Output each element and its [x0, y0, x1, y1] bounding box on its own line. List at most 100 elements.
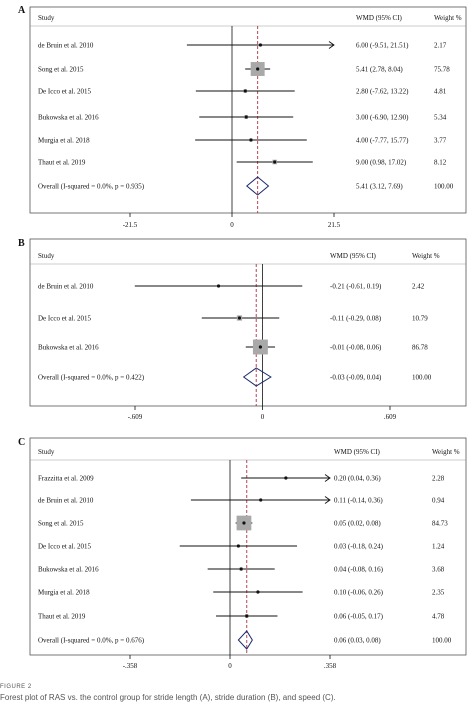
effect-ci-text: -0.01 (-0.08, 0.06): [330, 344, 382, 352]
header-study: Study: [38, 14, 55, 22]
effect-ci-text: 0.06 (-0.05, 0.17): [334, 613, 384, 621]
study-label: Thaut et al. 2019: [38, 159, 86, 167]
axis-tick-label: 21.5: [328, 221, 341, 229]
study-label: Frazzitta et al. 2009: [38, 475, 94, 483]
forest-panel-b: B Study WMD (95% CI) Weight % de Bruin et al…: [18, 238, 467, 421]
point-estimate: [243, 89, 247, 93]
study-label: Bukowska et al. 2016: [38, 344, 99, 352]
effect-ci-text: 0.20 (0.04, 0.36): [334, 475, 381, 483]
point-estimate: [284, 476, 288, 480]
weight-text: 84.73: [432, 520, 448, 528]
overall-weight-text: 100.00: [432, 637, 452, 645]
overall-diamond: [246, 176, 270, 196]
axis-tick-label: 0: [261, 413, 265, 421]
forest-panel-c: C Study WMD (95% CI) Weight % Frazzitta et a…: [18, 437, 467, 670]
effect-ci-text: 2.80 (-7.62, 13.22): [356, 88, 409, 96]
panel-label: A: [18, 5, 26, 16]
axis-tick-label: 0: [230, 221, 234, 229]
weight-text: 8.12: [434, 159, 447, 167]
overall-diamond: [237, 630, 253, 650]
weight-text: 86.78: [412, 344, 428, 352]
axis-tick-label: .609: [384, 413, 397, 421]
panel-frame: [29, 6, 467, 214]
point-estimate: [273, 160, 277, 164]
caption-text: Forest plot of RAS vs. the control group…: [0, 693, 336, 702]
overall-label: Overall (I-squared = 0.0%, p = 0.935): [38, 183, 145, 191]
overall-label: Overall (I-squared = 0.0%, p = 0.422): [38, 374, 145, 382]
panel-label: C: [18, 437, 25, 448]
weight-text: 5.34: [434, 114, 447, 122]
header-study: Study: [38, 252, 55, 260]
header-effect: WMD (95% CI): [334, 448, 381, 456]
axis-tick-label: -21.5: [123, 221, 138, 229]
effect-ci-text: 0.03 (-0.18, 0.24): [334, 543, 384, 551]
point-estimate: [237, 316, 242, 320]
study-label: Song et al. 2015: [38, 66, 84, 74]
header-effect: WMD (95% CI): [330, 252, 377, 260]
point-estimate: [244, 115, 248, 119]
effect-ci-text: 0.04 (-0.08, 0.16): [334, 566, 384, 574]
axis-tick-label: -.358: [123, 662, 138, 670]
header-weight: Weight %: [434, 14, 462, 22]
weight-text: 3.68: [432, 566, 445, 574]
study-label: De Icco et al. 2015: [38, 88, 92, 96]
header-weight: Weight %: [432, 448, 460, 456]
axis-tick-label: -.609: [128, 413, 143, 421]
overall-weight-text: 100.00: [412, 374, 432, 382]
overall-ci-text: 5.41 (3.12, 7.69): [356, 183, 403, 191]
point-estimate: [256, 67, 260, 71]
figure-caption: FIGURE 2 Forest plot of RAS vs. the cont…: [0, 684, 474, 704]
study-label: Song et al. 2015: [38, 520, 84, 528]
point-estimate: [242, 521, 246, 525]
effect-ci-text: 0.10 (-0.06, 0.26): [334, 589, 384, 597]
weight-text: 1.24: [432, 543, 445, 551]
study-label: Thaut et al. 2019: [38, 613, 86, 621]
panel-label: B: [18, 238, 25, 249]
study-label: Bukowska et al. 2016: [38, 114, 99, 122]
header-study: Study: [38, 448, 55, 456]
overall-ci-text: -0.03 (-0.09, 0.04): [330, 374, 382, 382]
figure-label: FIGURE 2: [0, 684, 32, 690]
weight-text: 75.78: [434, 66, 450, 74]
effect-ci-text: 3.00 (-6.90, 12.90): [356, 114, 409, 122]
point-estimate: [256, 590, 260, 594]
study-label: de Bruin et al. 2010: [38, 497, 94, 505]
effect-ci-text: 4.00 (-7.77, 15.77): [356, 137, 409, 145]
panel-frame: [29, 437, 467, 656]
header-effect: WMD (95% CI): [356, 14, 403, 22]
ci-clip-arrow: [324, 474, 331, 482]
weight-text: 4.81: [434, 88, 447, 96]
weight-text: 10.79: [412, 315, 428, 323]
axis-tick-label: .358: [324, 662, 337, 670]
ci-clip-arrow: [324, 496, 331, 504]
panel-frame: [29, 238, 467, 407]
weight-text: 2.42: [412, 283, 425, 291]
study-label: De Icco et al. 2015: [38, 543, 92, 551]
point-estimate: [249, 138, 253, 142]
effect-ci-text: 0.11 (-0.14, 0.36): [334, 497, 383, 505]
study-label: Murgia et al. 2018: [38, 589, 90, 597]
effect-ci-text: -0.11 (-0.29, 0.08): [330, 315, 382, 323]
header-weight: Weight %: [412, 252, 440, 260]
overall-weight-text: 100.00: [434, 183, 454, 191]
study-label: De Icco et al. 2015: [38, 315, 92, 323]
weight-text: 0.94: [432, 497, 445, 505]
weight-text: 2.35: [432, 589, 445, 597]
study-label: Murgia et al. 2018: [38, 137, 90, 145]
point-estimate: [236, 544, 240, 548]
weight-text: 2.28: [432, 475, 445, 483]
point-estimate: [245, 614, 249, 618]
effect-ci-text: 9.00 (0.98, 17.02): [356, 159, 407, 167]
effect-ci-text: 0.05 (0.02, 0.08): [334, 520, 381, 528]
overall-diamond: [242, 367, 272, 387]
point-estimate: [239, 567, 243, 571]
effect-ci-text: 5.41 (2.78, 8.04): [356, 66, 403, 74]
overall-ci-text: 0.06 (0.03, 0.08): [334, 637, 381, 645]
study-label: de Bruin et al. 2010: [38, 42, 94, 50]
axis-tick-label: 0: [228, 662, 232, 670]
effect-ci-text: -0.21 (-0.61, 0.19): [330, 283, 382, 291]
point-estimate: [216, 284, 221, 288]
forest-panel-a: A Study WMD (95% CI) Weight % de Bruin et al…: [18, 5, 467, 229]
point-estimate: [258, 43, 263, 47]
